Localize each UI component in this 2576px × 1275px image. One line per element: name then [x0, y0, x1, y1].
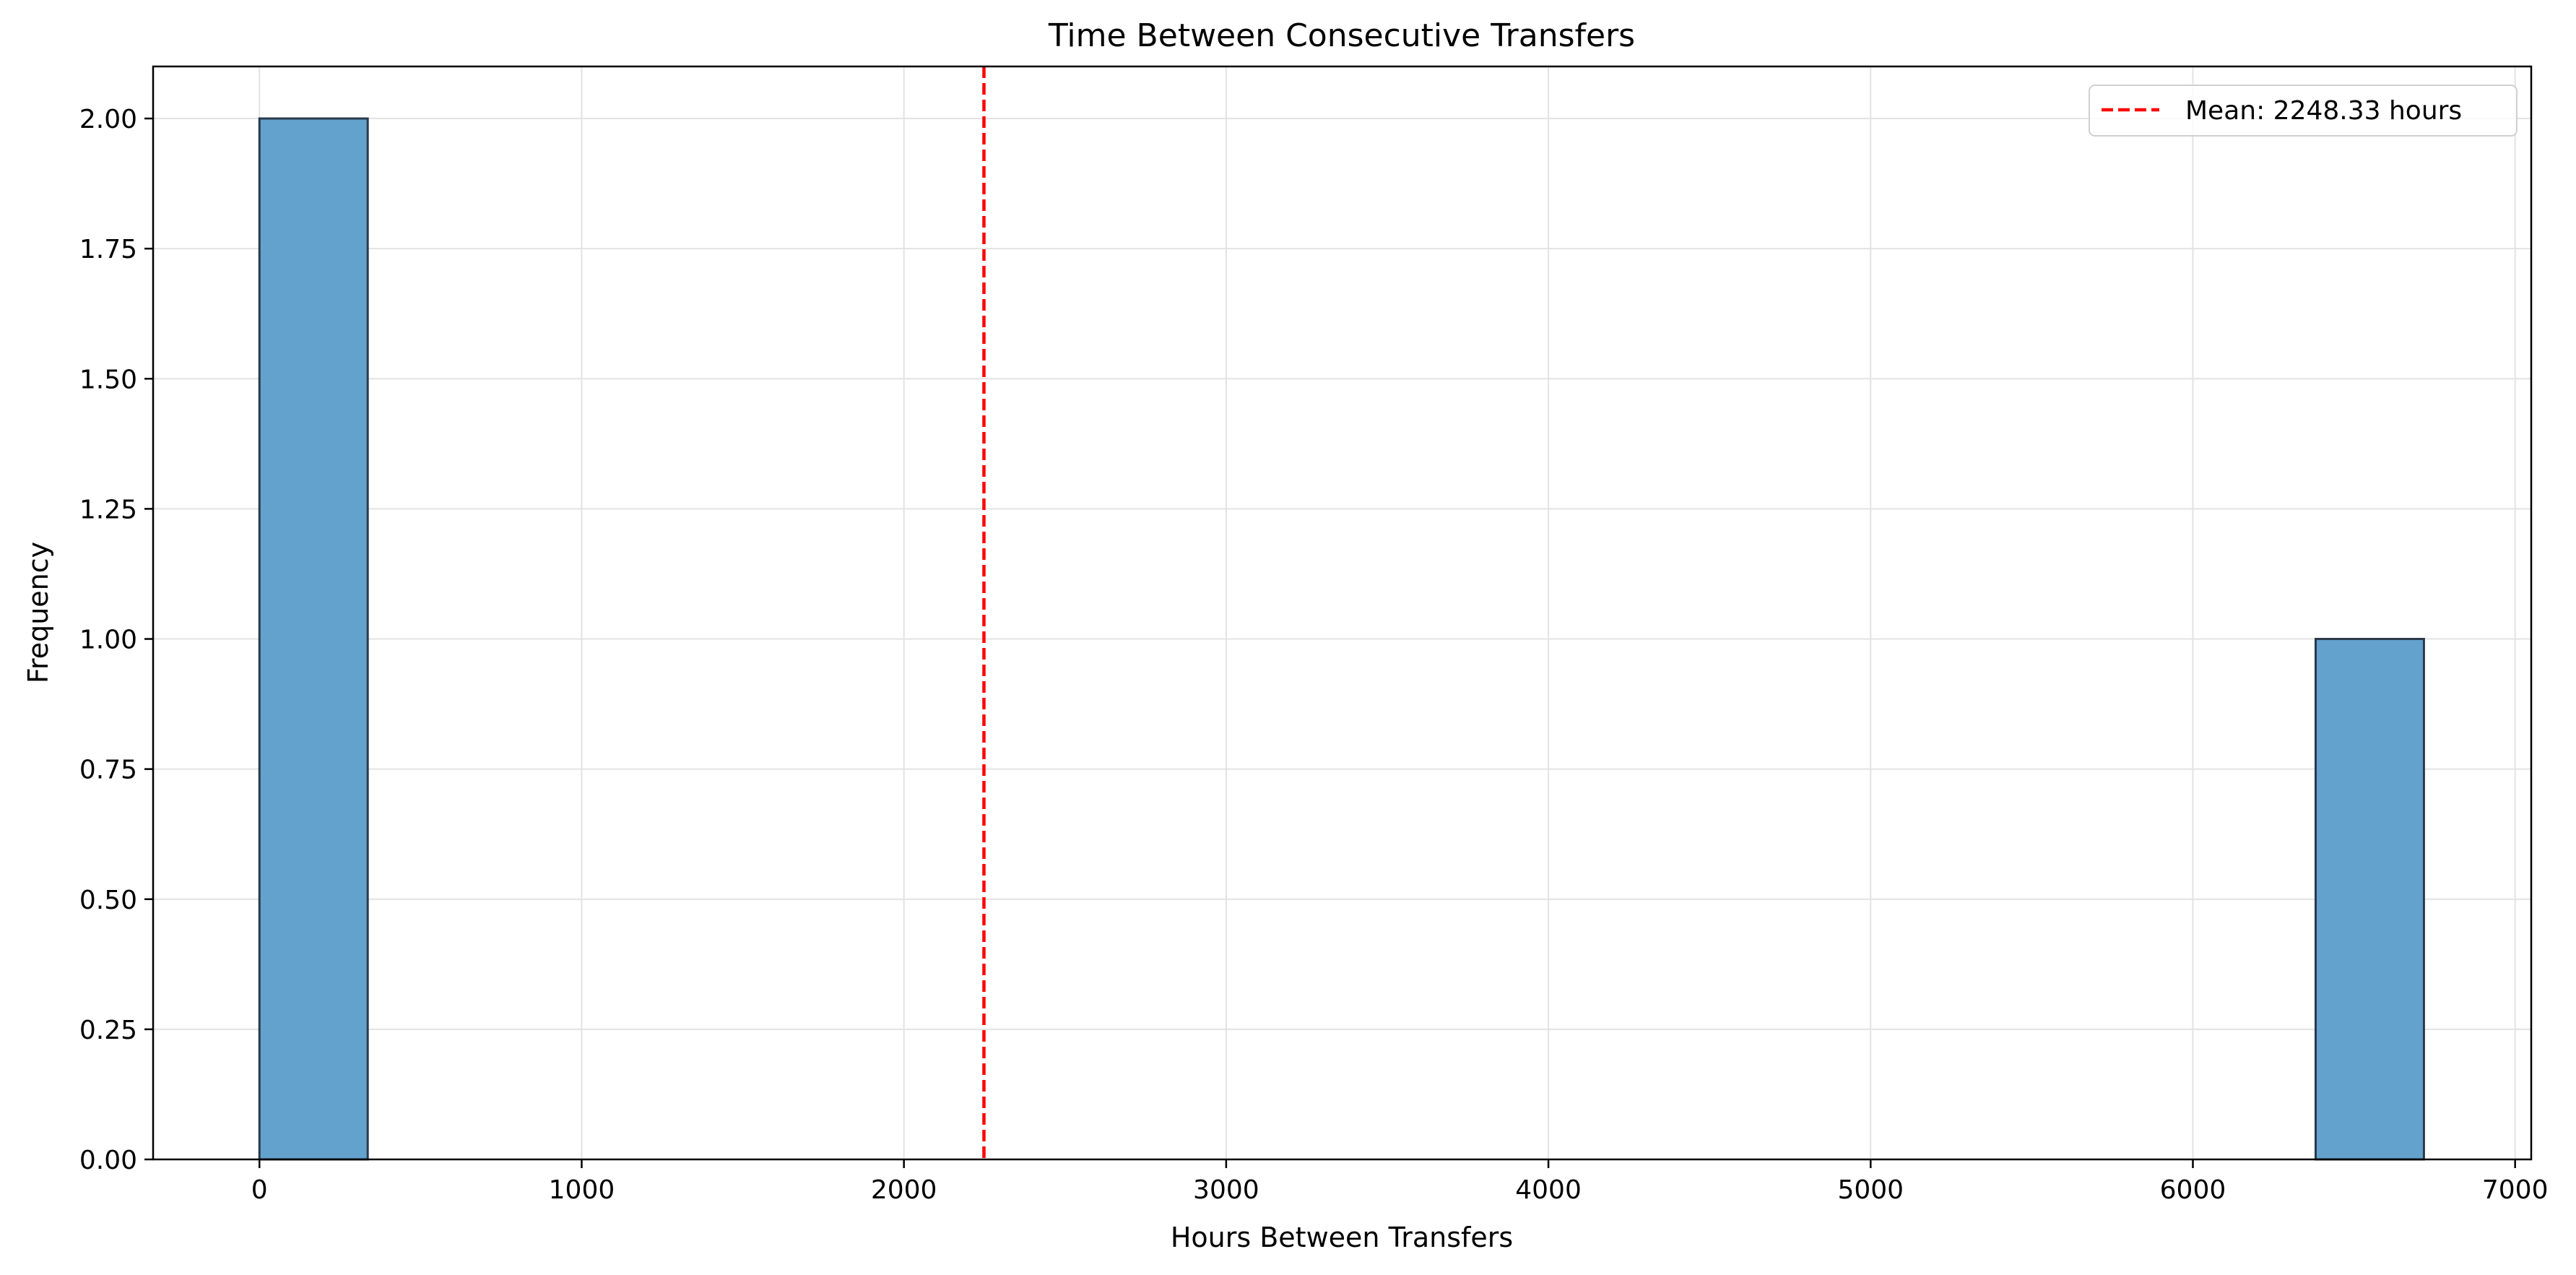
y-axis-label: Frequency — [22, 542, 54, 683]
y-tick-label: 1.25 — [79, 495, 137, 524]
x-tick-label: 2000 — [871, 1175, 937, 1205]
y-tick-label: 0.75 — [79, 756, 137, 785]
x-tick-label: 5000 — [1837, 1175, 1904, 1205]
y-axis-ticks: 0.00 0.25 0.50 0.75 1.00 1.25 1.50 1.75 2.00 — [79, 105, 153, 1175]
y-tick-label: 2.00 — [79, 105, 137, 134]
y-tick-label: 0.50 — [79, 886, 137, 915]
y-tick-label: 0.25 — [79, 1016, 137, 1045]
x-axis-label: Hours Between Transfers — [1171, 1222, 1513, 1253]
y-tick-label: 1.50 — [79, 365, 137, 394]
chart-title: Time Between Consecutive Transfers — [1048, 17, 1635, 54]
histogram-bars — [258, 117, 2425, 1161]
x-tick-label: 4000 — [1515, 1175, 1582, 1205]
x-tick-label: 3000 — [1193, 1175, 1259, 1205]
grid-lines — [153, 66, 2531, 1160]
x-axis-ticks: 0 1000 2000 3000 4000 5000 6000 7000 — [251, 1159, 2549, 1205]
y-tick-label: 0.00 — [79, 1146, 137, 1175]
y-tick-label: 1.00 — [79, 626, 137, 655]
legend-label-mean: Mean: 2248.33 hours — [2185, 96, 2462, 126]
x-tick-label: 0 — [251, 1175, 268, 1205]
x-tick-label: 7000 — [2482, 1175, 2549, 1205]
histogram-bar-1 — [258, 117, 369, 1161]
plot-frame — [152, 65, 2533, 1161]
x-tick-label: 6000 — [2160, 1175, 2226, 1205]
y-tick-label: 1.75 — [79, 235, 137, 264]
x-tick-label: 1000 — [549, 1175, 615, 1205]
legend: Mean: 2248.33 hours — [2089, 85, 2518, 137]
histogram-bar-2 — [2314, 638, 2425, 1161]
legend-box — [2089, 85, 2518, 137]
